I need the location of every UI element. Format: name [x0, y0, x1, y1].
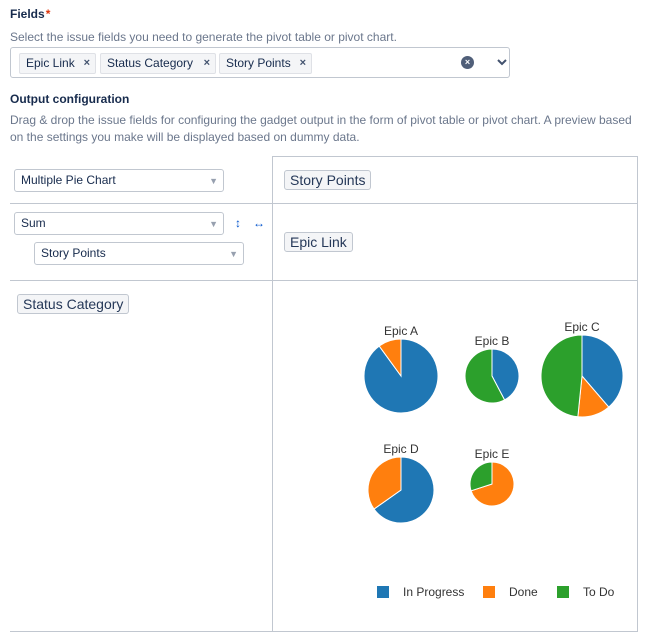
chevron-down-icon: ▼: [209, 219, 218, 229]
sort-icon[interactable]: ↕: [235, 216, 241, 230]
column-field-chip[interactable]: Epic Link: [284, 232, 353, 252]
pie-epic-c: Epic C: [540, 320, 624, 418]
pie-slice-to-do: [464, 348, 506, 404]
field-tag-status-category: Status Category ×: [100, 53, 216, 74]
field-tag-label: Story Points: [226, 56, 291, 70]
field-tag-epic-link: Epic Link ×: [19, 53, 96, 74]
pie-title: Epic B: [475, 334, 510, 348]
measure-select[interactable]: Story Points ▼: [34, 242, 244, 265]
grid-divider-bottom: [10, 631, 638, 632]
swap-axes-icon[interactable]: ↔: [253, 216, 265, 230]
fields-label: Fields*: [10, 7, 51, 21]
fields-multi-select[interactable]: Epic Link × Status Category × Story Poin…: [10, 47, 510, 78]
legend-label: Done: [509, 585, 538, 599]
pie-slice-done: [470, 461, 515, 507]
pie-slice-in-progress: [581, 334, 624, 408]
pie-title: Epic A: [384, 324, 418, 338]
pie-slice-in-progress: [491, 348, 520, 401]
aggregate-value: Sum: [21, 216, 46, 230]
legend-swatch: [483, 586, 495, 598]
legend-item-in-progress: In Progress: [377, 585, 464, 599]
legend-label: To Do: [583, 585, 615, 599]
grid-divider-right: [637, 156, 638, 632]
fields-help-text: Select the issue fields you need to gene…: [10, 30, 397, 44]
pie-epic-d: Epic D: [367, 442, 435, 524]
measure-value: Story Points: [41, 246, 106, 260]
legend-swatch: [557, 586, 569, 598]
pie-epic-b: Epic B: [464, 334, 520, 404]
grid-divider-1: [10, 203, 638, 204]
pie-epic-e: Epic E: [469, 447, 515, 507]
pie-slice-in-progress: [373, 456, 435, 524]
legend-label: In Progress: [403, 585, 464, 599]
grid-divider-top: [272, 156, 638, 157]
chevron-down-icon: ▼: [209, 176, 218, 186]
legend-swatch: [377, 586, 389, 598]
grid-divider-2: [10, 280, 638, 281]
pie-title: Epic E: [475, 447, 510, 461]
remove-tag-icon[interactable]: ×: [83, 57, 90, 69]
pie-title: Epic D: [383, 442, 419, 456]
field-tag-story-points: Story Points ×: [219, 53, 312, 74]
output-config-help-text: Drag & drop the issue fields for configu…: [10, 113, 632, 144]
remove-tag-icon[interactable]: ×: [203, 57, 210, 69]
legend-item-to-do: To Do: [557, 585, 615, 599]
field-tag-label: Status Category: [107, 56, 194, 70]
pie-chart-preview: Epic A Epic B Epic C Epic D Epic E In Progres…: [363, 320, 624, 599]
aggregate-select[interactable]: Sum ▼: [14, 212, 224, 235]
pie-slice-done: [367, 456, 402, 510]
row-field-chip[interactable]: Status Category: [17, 294, 130, 314]
clear-all-icon[interactable]: ×: [461, 56, 474, 69]
pie-slice-to-do: [469, 461, 493, 492]
remove-tag-icon[interactable]: ×: [299, 57, 306, 69]
measure-header-chip[interactable]: Story Points: [284, 170, 372, 190]
pie-slice-done: [378, 338, 402, 378]
field-tag-label: Epic Link: [26, 56, 75, 70]
output-config-label: Output configuration: [10, 92, 130, 106]
chevron-down-icon: ▼: [229, 249, 238, 259]
grid-divider-vertical: [272, 156, 273, 632]
legend-item-done: Done: [483, 585, 538, 599]
chevron-down-icon[interactable]: [496, 56, 508, 68]
pie-title: Epic C: [564, 320, 600, 334]
chart-type-value: Multiple Pie Chart: [21, 173, 116, 187]
pie-epic-a: Epic A: [363, 324, 439, 414]
chart-type-select[interactable]: Multiple Pie Chart ▼: [14, 169, 224, 192]
required-marker: *: [45, 7, 51, 21]
pie-slice-to-do: [540, 334, 583, 418]
